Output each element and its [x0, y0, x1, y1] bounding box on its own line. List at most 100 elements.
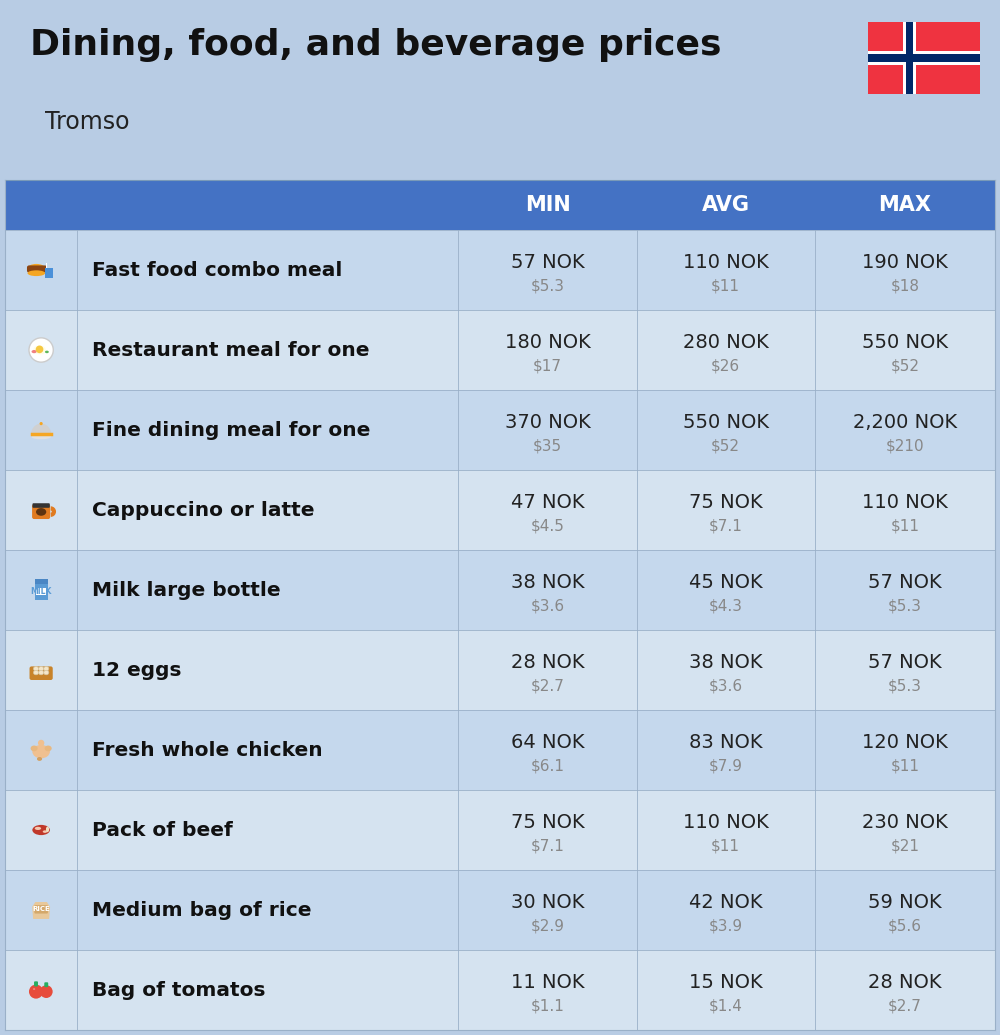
Text: 370 NOK: 370 NOK	[505, 413, 590, 433]
Ellipse shape	[28, 264, 45, 273]
Circle shape	[29, 984, 43, 999]
Text: $7.1: $7.1	[709, 519, 743, 533]
Text: $5.3: $5.3	[888, 598, 922, 614]
Ellipse shape	[33, 988, 35, 989]
FancyBboxPatch shape	[5, 470, 995, 550]
Text: $1.1: $1.1	[531, 999, 564, 1013]
FancyBboxPatch shape	[868, 51, 980, 65]
Ellipse shape	[37, 757, 42, 761]
Ellipse shape	[46, 827, 49, 832]
Text: $5.6: $5.6	[888, 918, 922, 934]
Text: $18: $18	[890, 278, 919, 294]
Text: 42 NOK: 42 NOK	[689, 893, 762, 912]
Text: $11: $11	[711, 838, 740, 854]
Text: Bag of tomatos: Bag of tomatos	[92, 980, 266, 1000]
Ellipse shape	[44, 667, 49, 671]
Text: Milk large bottle: Milk large bottle	[92, 581, 281, 599]
FancyBboxPatch shape	[5, 790, 995, 870]
Text: 28 NOK: 28 NOK	[868, 973, 942, 993]
Ellipse shape	[35, 827, 41, 830]
Ellipse shape	[36, 508, 46, 515]
Text: 83 NOK: 83 NOK	[689, 734, 762, 752]
Text: AVG: AVG	[702, 195, 750, 215]
Ellipse shape	[44, 671, 49, 675]
Text: $5.3: $5.3	[531, 278, 565, 294]
Text: 64 NOK: 64 NOK	[511, 734, 584, 752]
FancyBboxPatch shape	[868, 22, 980, 94]
Text: 30 NOK: 30 NOK	[511, 893, 584, 912]
Text: $1.4: $1.4	[709, 999, 743, 1013]
Text: $4.5: $4.5	[531, 519, 564, 533]
Text: $17: $17	[533, 358, 562, 374]
FancyBboxPatch shape	[5, 180, 995, 230]
FancyBboxPatch shape	[5, 550, 995, 630]
Text: $5.3: $5.3	[888, 679, 922, 693]
FancyBboxPatch shape	[5, 630, 995, 710]
Text: MILK: MILK	[30, 587, 52, 596]
Text: Pack of beef: Pack of beef	[92, 821, 233, 839]
Text: Tromso: Tromso	[45, 110, 130, 134]
Ellipse shape	[33, 671, 39, 675]
Text: MIN: MIN	[525, 195, 570, 215]
FancyBboxPatch shape	[45, 268, 53, 278]
Text: 550 NOK: 550 NOK	[862, 333, 948, 352]
Ellipse shape	[39, 667, 44, 671]
Polygon shape	[32, 901, 50, 919]
Ellipse shape	[39, 671, 44, 675]
FancyBboxPatch shape	[46, 263, 47, 268]
Text: 12 eggs: 12 eggs	[92, 660, 182, 680]
Ellipse shape	[28, 270, 45, 276]
Text: $3.9: $3.9	[709, 918, 743, 934]
Text: $4.3: $4.3	[709, 598, 743, 614]
Polygon shape	[31, 423, 51, 435]
Ellipse shape	[32, 435, 51, 439]
Circle shape	[36, 346, 43, 353]
Text: Fresh whole chicken: Fresh whole chicken	[92, 740, 323, 760]
FancyBboxPatch shape	[34, 906, 48, 914]
FancyBboxPatch shape	[36, 588, 46, 595]
Text: RICE: RICE	[32, 907, 50, 913]
Text: 28 NOK: 28 NOK	[511, 653, 584, 673]
FancyBboxPatch shape	[30, 667, 53, 680]
Ellipse shape	[45, 351, 49, 353]
Text: 45 NOK: 45 NOK	[689, 573, 763, 592]
Text: 180 NOK: 180 NOK	[505, 333, 590, 352]
Text: Medium bag of rice: Medium bag of rice	[92, 900, 312, 919]
FancyBboxPatch shape	[44, 982, 48, 987]
FancyBboxPatch shape	[35, 584, 48, 599]
Text: Restaurant meal for one: Restaurant meal for one	[92, 341, 370, 359]
Ellipse shape	[45, 745, 52, 751]
Text: 57 NOK: 57 NOK	[511, 254, 584, 272]
Text: 59 NOK: 59 NOK	[868, 893, 942, 912]
Ellipse shape	[31, 745, 38, 751]
Text: 550 NOK: 550 NOK	[683, 413, 769, 433]
Text: 38 NOK: 38 NOK	[511, 573, 584, 592]
Ellipse shape	[43, 830, 47, 833]
FancyBboxPatch shape	[32, 504, 50, 519]
FancyBboxPatch shape	[32, 435, 51, 437]
Text: 230 NOK: 230 NOK	[862, 814, 948, 832]
Circle shape	[40, 985, 53, 998]
FancyBboxPatch shape	[5, 870, 995, 950]
FancyBboxPatch shape	[34, 981, 38, 986]
Text: $6.1: $6.1	[531, 759, 565, 773]
Text: $210: $210	[886, 439, 924, 453]
FancyBboxPatch shape	[5, 310, 995, 390]
Text: 110 NOK: 110 NOK	[862, 494, 948, 512]
Text: 47 NOK: 47 NOK	[511, 494, 584, 512]
Text: Cappuccino or latte: Cappuccino or latte	[92, 501, 315, 520]
Text: $11: $11	[711, 278, 740, 294]
FancyBboxPatch shape	[32, 503, 50, 508]
FancyBboxPatch shape	[5, 950, 995, 1030]
Text: Fine dining meal for one: Fine dining meal for one	[92, 420, 371, 440]
Text: 75 NOK: 75 NOK	[689, 494, 763, 512]
Text: $52: $52	[890, 358, 919, 374]
Text: 75 NOK: 75 NOK	[511, 814, 584, 832]
Text: 2,200 NOK: 2,200 NOK	[853, 413, 957, 433]
Ellipse shape	[33, 346, 46, 354]
Circle shape	[40, 422, 43, 425]
Text: $7.9: $7.9	[709, 759, 743, 773]
Text: $2.9: $2.9	[531, 918, 565, 934]
FancyBboxPatch shape	[5, 390, 995, 470]
Text: 110 NOK: 110 NOK	[683, 814, 769, 832]
